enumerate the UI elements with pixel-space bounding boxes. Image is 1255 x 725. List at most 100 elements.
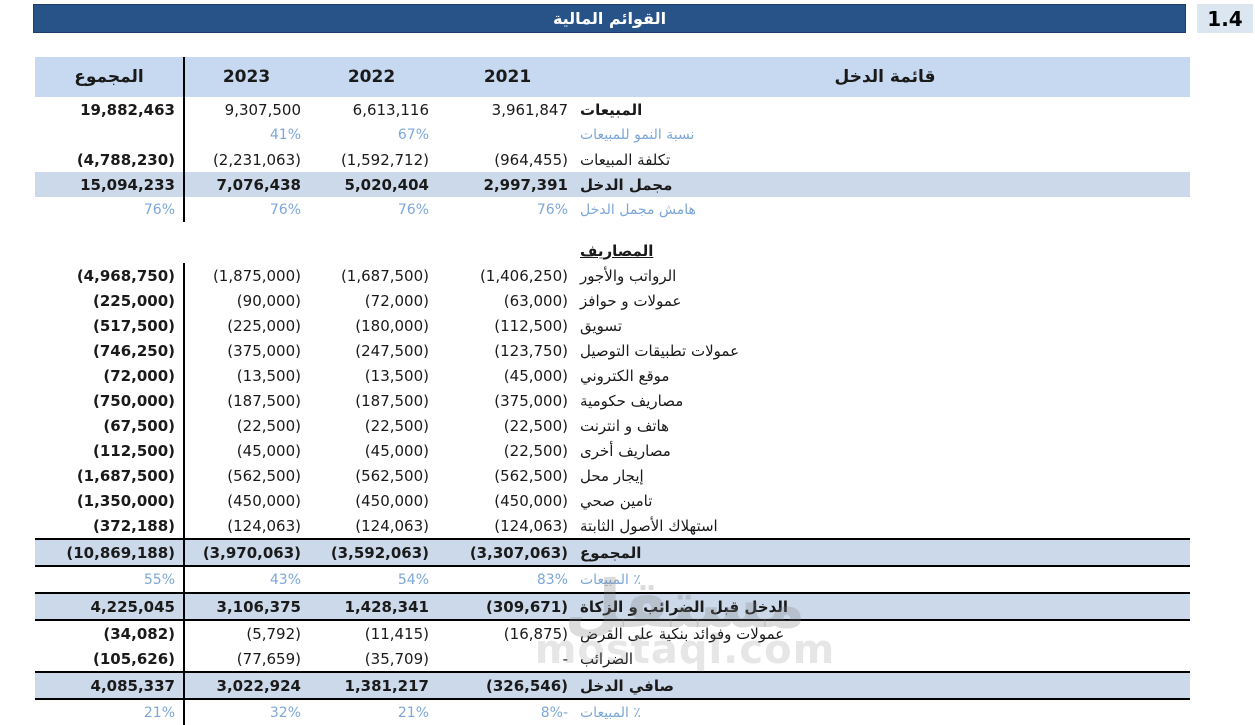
- row-label: نسبة النمو للمبيعات: [580, 126, 695, 143]
- cell-2023: 7,076,438: [183, 172, 308, 197]
- column-header-2022: 2022: [347, 67, 396, 87]
- table-row: (34,082) (5,792) (11,415) (16,875) عمولات وف…: [35, 621, 1190, 646]
- table-row: 41% 67% نسبة النمو للمبيعات: [35, 122, 1190, 147]
- row-label: إيجار محل: [580, 466, 644, 485]
- cell-2022: 1,428,341: [344, 597, 429, 616]
- cell-2021: (45,000): [503, 366, 568, 385]
- table-row: (72,000) (13,500) (13,500) (45,000) موقع الك…: [35, 363, 1190, 388]
- cell-2021: [435, 238, 580, 263]
- cell-2023: (13,500): [183, 363, 308, 388]
- table-row: (67,500) (22,500) (22,500) (22,500) هاتف و ا…: [35, 413, 1190, 438]
- cell-2022: (13,500): [364, 366, 429, 385]
- table-row: [35, 222, 1190, 238]
- cell-2022: (72,000): [364, 291, 429, 310]
- cell-total: (746,250): [92, 341, 175, 360]
- table-row: 76% 76% 76% 76% هامش مجمل الدخل: [35, 197, 1190, 222]
- cell-2021: 2,997,391: [483, 175, 568, 194]
- cell-2022: 6,613,116: [352, 100, 429, 119]
- cell-2023: (2,231,063): [183, 147, 308, 172]
- cell-2021: 76%: [536, 201, 568, 218]
- cell-2021: (1,406,250): [479, 266, 568, 285]
- row-label: ٪ المبيعات: [580, 704, 641, 721]
- cell-2022: (1,592,712): [340, 150, 429, 169]
- row-label: ٪ المبيعات: [580, 571, 641, 588]
- row-label: الضرائب: [580, 649, 634, 668]
- table-row: (372,188) (124,063) (124,063) (124,063) استه…: [35, 513, 1190, 538]
- cell-2022: (35,709): [364, 649, 429, 668]
- page-header: القوائم المالية 1.4: [33, 4, 1254, 33]
- table-row: 19,882,463 9,307,500 6,613,116 3,961,847 الم…: [35, 97, 1190, 122]
- table-row: (750,000) (187,500) (187,500) (375,000) مصار…: [35, 388, 1190, 413]
- cell-2021: (450,000): [494, 491, 568, 510]
- cell-total: 4,225,045: [90, 597, 175, 616]
- cell-2023: 3,022,924: [183, 673, 308, 698]
- cell-2023: 32%: [183, 700, 308, 725]
- cell-2022: [308, 238, 435, 263]
- cell-2021: 83%: [536, 571, 568, 588]
- table-row: (4,968,750) (1,875,000) (1,687,500) (1,406,…: [35, 263, 1190, 288]
- cell-2022: (1,687,500): [340, 266, 429, 285]
- row-label: مجمل الدخل: [580, 175, 673, 194]
- cell-total: (1,687,500): [76, 466, 175, 485]
- cell-2023: (90,000): [183, 288, 308, 313]
- cell-2022: (3,592,063): [330, 543, 429, 562]
- cell-total: 55%: [143, 571, 175, 588]
- cell-2023: (562,500): [183, 463, 308, 488]
- cell-2023: (77,659): [183, 646, 308, 671]
- cell-2021: 8%-: [540, 704, 568, 721]
- cell-2021: (22,500): [503, 441, 568, 460]
- cell-2022: 76%: [397, 201, 429, 218]
- cell-total: (72,000): [103, 366, 175, 385]
- table-header-row: المجموع 2023 2022 2021 قائمة الدخل: [35, 57, 1190, 97]
- cell-total: (517,500): [92, 316, 175, 335]
- row-label: صافي الدخل: [580, 676, 674, 695]
- cell-2023: (375,000): [183, 338, 308, 363]
- cell-2022: 21%: [397, 704, 429, 721]
- table-row: (112,500) (45,000) (45,000) (22,500) مصاريف …: [35, 438, 1190, 463]
- table-row: (225,000) (90,000) (72,000) (63,000) عمولات …: [35, 288, 1190, 313]
- row-label: المبيعات: [580, 100, 643, 119]
- cell-2021: 3,961,847: [491, 100, 568, 119]
- column-header-total: المجموع: [74, 67, 144, 87]
- cell-2021: (375,000): [494, 391, 568, 410]
- cell-2021: (326,546): [485, 676, 568, 695]
- cell-2021: -: [562, 649, 568, 668]
- cell-2021: (3,307,063): [469, 543, 568, 562]
- cell-2023: (1,875,000): [183, 263, 308, 288]
- cell-2021: (123,750): [494, 341, 568, 360]
- cell-total: (4,968,750): [76, 266, 175, 285]
- cell-2022: (180,000): [355, 316, 429, 335]
- cell-total: 76%: [143, 201, 175, 218]
- cell-2023: (3,970,063): [183, 540, 308, 565]
- cell-total: (112,500): [92, 441, 175, 460]
- cell-2021: [435, 122, 580, 147]
- cell-total: (225,000): [92, 291, 175, 310]
- row-label: هاتف و انترنت: [580, 416, 670, 435]
- cell-total: [35, 122, 183, 147]
- cell-2023: (5,792): [183, 621, 308, 646]
- cell-2022: 1,381,217: [344, 676, 429, 695]
- cell-2023: (45,000): [183, 438, 308, 463]
- row-label: مصاريف حكومية: [580, 391, 684, 410]
- column-header-2021: 2021: [483, 67, 532, 87]
- row-label: عمولات و حوافز: [580, 291, 682, 310]
- cell-2022: (45,000): [364, 441, 429, 460]
- row-label: الدخل قبل الضرائب و الزكاة: [580, 597, 789, 616]
- row-label: المصاريف: [580, 241, 654, 260]
- cell-total: (67,500): [103, 416, 175, 435]
- row-label: مصاريف أخرى: [580, 441, 671, 460]
- section-number: 1.4: [1197, 4, 1253, 33]
- row-label: المجموع: [580, 543, 642, 562]
- cell-2023: 9,307,500: [183, 97, 308, 122]
- cell-total: 15,094,233: [80, 175, 175, 194]
- row-label: تامين صحي: [580, 491, 653, 510]
- section-title: القوائم المالية: [552, 9, 667, 28]
- cell-2023: (450,000): [183, 488, 308, 513]
- cell-total: (4,788,230): [76, 150, 175, 169]
- column-header-2023: 2023: [183, 57, 308, 97]
- row-label: موقع الكتروني: [580, 366, 670, 385]
- table-row: 21% 32% 21% 8%- ٪ المبيعات: [35, 700, 1190, 725]
- column-header-statement-title: قائمة الدخل: [834, 67, 936, 87]
- cell-2023: [183, 238, 308, 263]
- cell-total: 4,085,337: [90, 676, 175, 695]
